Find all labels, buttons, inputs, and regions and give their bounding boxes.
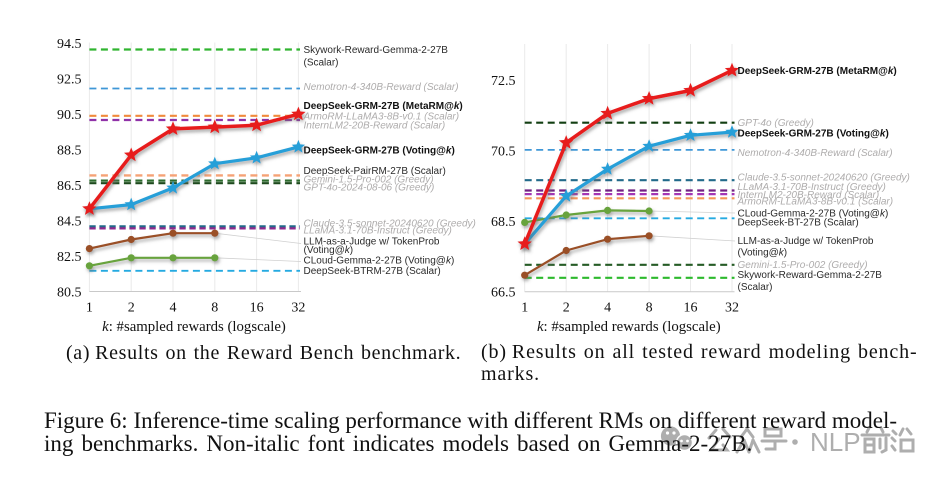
svg-text:Gemini-1.5-Pro-002 (Greedy): Gemini-1.5-Pro-002 (Greedy) [304,174,434,185]
svg-text:90.5: 90.5 [57,108,82,123]
svg-text:4: 4 [170,301,177,316]
svg-text:4: 4 [604,301,611,316]
svg-text:DeepSeek-GRM-27B (Voting@k): DeepSeek-GRM-27B (Voting@k) [738,129,889,140]
svg-text:k: #sampled rewards (logscale): k: #sampled rewards (logscale) [102,319,286,335]
svg-text:84.5: 84.5 [57,214,82,229]
svg-text:72.5: 72.5 [491,74,516,89]
svg-text:Nemotron-4-340B-Reward (Scalar: Nemotron-4-340B-Reward (Scalar) [738,148,893,159]
svg-text:ArmoRM-LLaMA3-8B-v0.1 (Scalar): ArmoRM-LLaMA3-8B-v0.1 (Scalar) [737,196,894,207]
svg-text:80.5: 80.5 [57,285,82,300]
svg-text:DeepSeek-GRM-27B (MetaRM@k): DeepSeek-GRM-27B (MetaRM@k) [738,66,897,77]
svg-text:32: 32 [291,301,305,316]
svg-text:8: 8 [211,301,218,316]
svg-text:InternLM2-20B-Reward (Scalar): InternLM2-20B-Reward (Scalar) [738,190,880,201]
svg-text:2: 2 [128,301,135,316]
svg-text:92.5: 92.5 [57,72,82,87]
svg-text:NLP: NLP [810,427,861,457]
svg-text:Nemotron-4-340B-Reward (Scalar: Nemotron-4-340B-Reward (Scalar) [304,82,459,93]
svg-text:(Voting@k): (Voting@k) [738,247,788,258]
svg-text:InternLM2-20B-Reward (Scalar): InternLM2-20B-Reward (Scalar) [304,121,446,132]
svg-text:1: 1 [521,301,528,316]
svg-text:Skywork-Reward-Gemma-2-27B: Skywork-Reward-Gemma-2-27B [738,270,883,281]
svg-text:2: 2 [563,301,570,316]
svg-text:Claude-3.5-sonnet-20240620 (Gr: Claude-3.5-sonnet-20240620 (Greedy) [738,173,910,184]
svg-text:1: 1 [86,301,93,316]
svg-text:82.5: 82.5 [57,250,82,265]
svg-text:8: 8 [646,301,653,316]
svg-text:LLM-as-a-Judge w/ TokenProb: LLM-as-a-Judge w/ TokenProb [738,236,874,247]
svg-text:Claude-3.5-sonnet-20240620 (Gr: Claude-3.5-sonnet-20240620 (Greedy) [304,218,476,229]
svg-text:LLaMA-3.1-70B-Instruct (Greedy: LLaMA-3.1-70B-Instruct (Greedy) [304,225,452,236]
svg-text:16: 16 [684,301,698,316]
svg-text:Gemini-1.5-Pro-002 (Greedy): Gemini-1.5-Pro-002 (Greedy) [738,260,868,271]
svg-text:DeepSeek-PairRM-27B (Scalar): DeepSeek-PairRM-27B (Scalar) [304,166,446,177]
svg-text:(Scalar): (Scalar) [304,58,339,69]
svg-text:94.5: 94.5 [57,37,82,52]
svg-text:CLoud-Gemma-2-27B (Voting@k): CLoud-Gemma-2-27B (Voting@k) [738,208,889,219]
svg-text:32: 32 [725,301,739,316]
svg-text:ArmoRM-LLaMA3-8B-v0.1 (Scalar): ArmoRM-LLaMA3-8B-v0.1 (Scalar) [303,112,460,123]
svg-text:70.5: 70.5 [491,145,516,160]
svg-text:CLoud-Gemma-2-27B (Voting@k): CLoud-Gemma-2-27B (Voting@k) [304,256,455,267]
svg-text:DeepSeek-GRM-27B (Voting@k): DeepSeek-GRM-27B (Voting@k) [304,145,455,156]
svg-text:Skywork-Reward-Gemma-2-27B: Skywork-Reward-Gemma-2-27B [304,45,449,56]
svg-text:66.5: 66.5 [491,286,516,301]
svg-text:GPT-4o-2024-08-06 (Greedy): GPT-4o-2024-08-06 (Greedy) [304,183,435,194]
svg-text:DeepSeek-BT-27B (Scalar): DeepSeek-BT-27B (Scalar) [738,217,859,228]
svg-text:86.5: 86.5 [57,179,82,194]
svg-text:68.5: 68.5 [491,215,516,230]
svg-text:(Scalar): (Scalar) [738,282,773,293]
svg-text:LLaMA-3.1-70B-Instruct (Greedy: LLaMA-3.1-70B-Instruct (Greedy) [738,182,886,193]
svg-text:LLM-as-a-Judge w/ TokenProb: LLM-as-a-Judge w/ TokenProb [304,236,440,247]
svg-text:DeepSeek-BTRM-27B (Scalar): DeepSeek-BTRM-27B (Scalar) [304,266,441,277]
svg-text:k: #sampled rewards (logscale): k: #sampled rewards (logscale) [537,319,721,335]
svg-text:DeepSeek-GRM-27B (MetaRM@k): DeepSeek-GRM-27B (MetaRM@k) [304,101,463,112]
svg-text:(Voting@k): (Voting@k) [304,245,354,256]
svg-text:88.5: 88.5 [57,143,82,158]
svg-text:16: 16 [250,301,264,316]
svg-text:GPT-4o (Greedy): GPT-4o (Greedy) [738,118,814,129]
